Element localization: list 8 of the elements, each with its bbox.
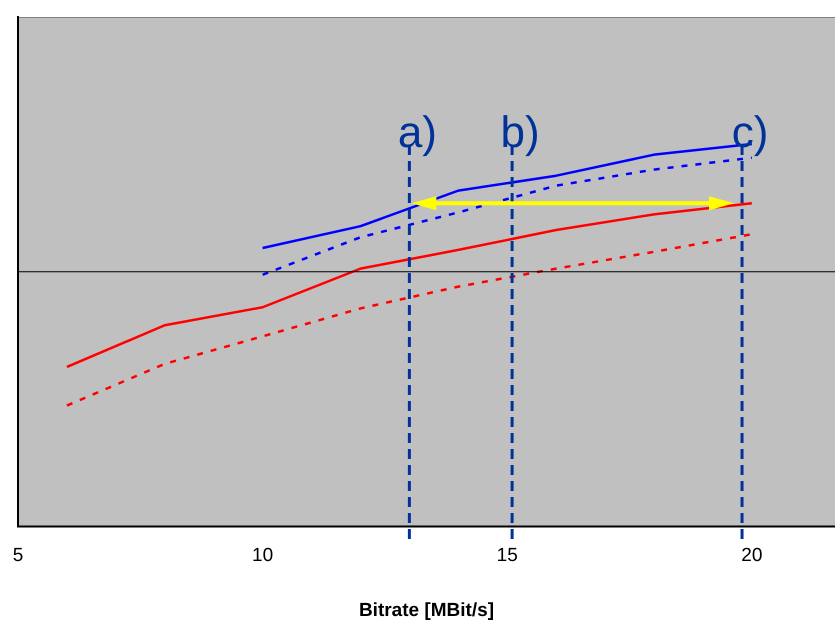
x-tick-label: 20 (741, 545, 762, 566)
x-axis-title: Bitrate [MBit/s] (358, 600, 494, 621)
x-tick-label: 15 (496, 545, 518, 566)
x-tick-label: 5 (12, 545, 24, 566)
x-tick-label: 10 (252, 545, 274, 566)
ref-line-label: a) (398, 108, 437, 157)
ref-line-label: c) (732, 108, 768, 157)
ref-line-label: b) (500, 108, 540, 157)
